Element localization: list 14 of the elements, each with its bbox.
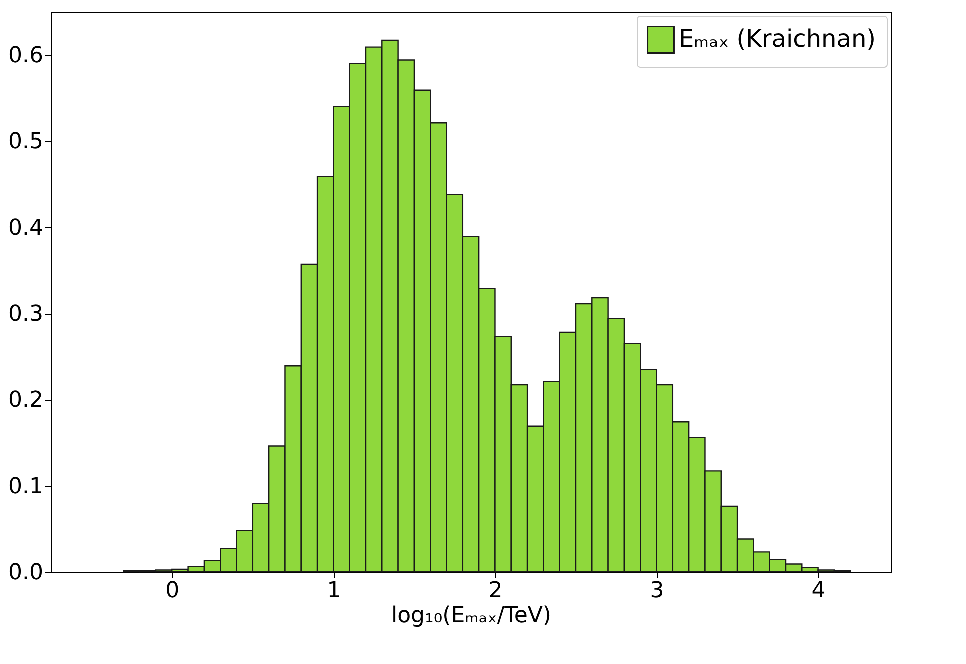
x-tick-label: 0 [166,578,180,604]
y-tick-label: 0.2 [8,388,44,414]
x-tick-label: 2 [488,578,503,604]
y-tick-label: 0.1 [8,474,44,500]
y-tick-label: 0.4 [8,216,44,241]
x-tick-label: 3 [650,578,664,604]
y-tick-label: 0.5 [8,130,44,155]
y-tick-label: 0.3 [8,302,44,328]
x-axis-title: log₁₀(Eₘₐₓ/TeV) [391,604,552,628]
legend-label: Eₘₐₓ (Kraichnan) [679,25,876,53]
y-tick-label: 0.6 [8,44,44,69]
x-tick-label: 1 [327,578,342,604]
y-tick-label: 0.0 [8,560,44,586]
x-tick-label: 4 [812,578,826,604]
